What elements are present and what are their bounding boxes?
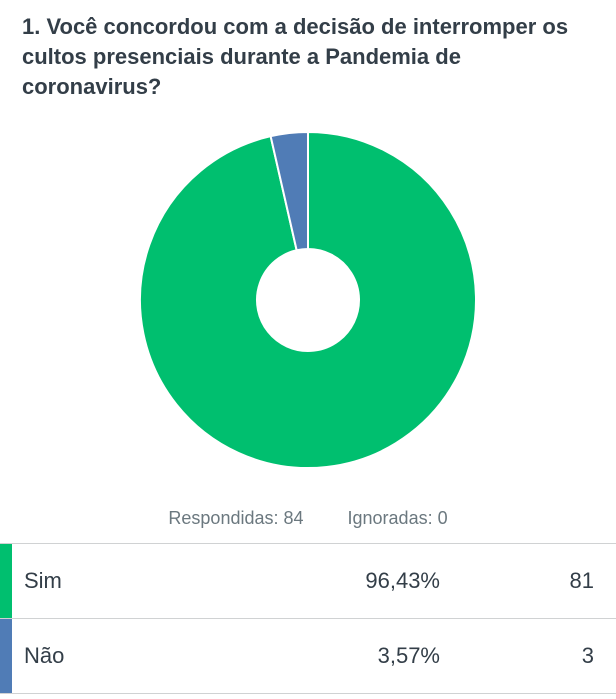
answer-percent-sim: 96,43% [365,568,440,593]
color-swatch-nao [0,619,12,693]
table-row-sim: Sim 96,43% 81 [0,543,616,618]
answer-count-sim: 81 [569,568,594,593]
answer-label-nao: Não [24,643,65,668]
skipped-count: Ignoradas: 0 [347,508,448,528]
answer-label-sim: Sim [24,568,62,593]
answer-percent-nao: 3,57% [377,643,440,668]
donut-chart [139,130,477,469]
pie-slice-sim [139,130,477,469]
color-swatch-sim [0,544,12,618]
pie-slice-no [269,130,309,252]
answer-count-nao: 3 [581,643,594,668]
response-summary: Respondidas: 84 Ignoradas: 0 [0,508,616,529]
question-title: 1. Você concordou com a decisão de inter… [22,14,569,99]
table-row-nao: Não 3,57% 3 [0,618,616,694]
answered-count: Respondidas: 84 [168,508,304,528]
responses-table: Sim 96,43% 81 Não 3,57% 3 [0,543,616,694]
